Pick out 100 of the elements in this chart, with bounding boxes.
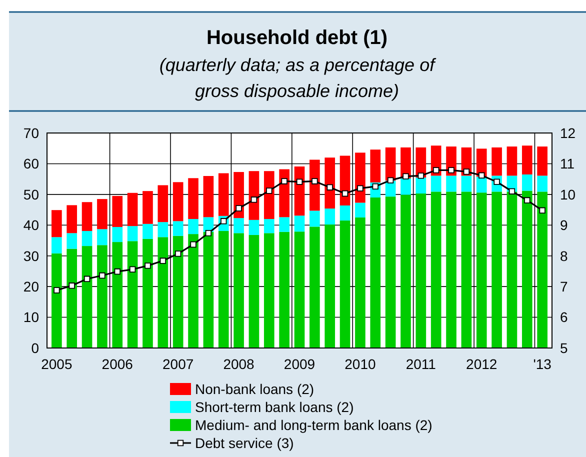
legend-label: Non-bank loans (2) xyxy=(195,380,314,397)
bar xyxy=(97,199,108,230)
point xyxy=(160,258,166,264)
bar xyxy=(355,152,366,203)
bar xyxy=(310,210,320,227)
bar xyxy=(294,232,305,348)
bar xyxy=(234,218,244,234)
point xyxy=(508,188,516,194)
bar xyxy=(248,171,260,220)
y2-tick-label: 12 xyxy=(560,124,576,141)
point xyxy=(144,262,151,269)
bar xyxy=(158,185,168,222)
x-tick-label: 2005 xyxy=(41,356,72,372)
bar xyxy=(537,192,548,348)
y2-tick-label: 6 xyxy=(560,309,568,326)
y-tick-label: 30 xyxy=(23,248,40,264)
point xyxy=(174,250,182,257)
bar xyxy=(476,176,487,193)
y-tick-label: 70 xyxy=(23,124,40,141)
y2-tick-label: 11 xyxy=(560,156,575,172)
bar xyxy=(218,230,229,348)
point xyxy=(326,184,333,190)
point xyxy=(54,287,60,294)
y2-tick-label: 5 xyxy=(560,340,568,356)
bar xyxy=(203,232,214,348)
bar xyxy=(264,233,274,348)
x-tick-label: 2012 xyxy=(466,356,498,372)
bar xyxy=(446,176,456,192)
point xyxy=(478,172,485,178)
y-tick-label: 0 xyxy=(31,340,40,356)
bar xyxy=(97,229,108,246)
bar xyxy=(142,224,153,239)
bar xyxy=(355,217,366,348)
bar xyxy=(82,202,92,231)
bar xyxy=(506,146,518,176)
point xyxy=(357,185,364,192)
point xyxy=(84,276,90,282)
bar xyxy=(385,196,396,348)
y-tick-label: 20 xyxy=(23,278,40,294)
bar xyxy=(310,160,320,211)
bar xyxy=(234,172,244,218)
bar xyxy=(52,253,62,348)
y-tick-label: 40 xyxy=(23,217,40,234)
point xyxy=(342,190,348,197)
bar xyxy=(522,146,532,174)
bar xyxy=(112,226,123,242)
bar xyxy=(218,173,229,216)
bar xyxy=(82,230,92,246)
x-tick-label: 2011 xyxy=(406,356,436,372)
bar xyxy=(127,192,138,226)
bar xyxy=(127,241,138,348)
bar xyxy=(142,191,153,224)
bar xyxy=(248,220,260,235)
bar xyxy=(234,233,244,348)
bar xyxy=(340,220,350,348)
bar xyxy=(52,210,62,238)
legend-label: Medium- and long-term bank loans (2) xyxy=(195,416,432,433)
point xyxy=(296,178,303,185)
y-tick-label: 50 xyxy=(23,186,40,202)
bar xyxy=(340,156,350,206)
x-tick-label: 2009 xyxy=(284,356,316,372)
point xyxy=(114,268,120,275)
bar xyxy=(324,224,336,348)
y-tick-label: 10 xyxy=(23,309,40,326)
bar xyxy=(324,208,336,225)
point xyxy=(432,167,440,174)
legend-label: Short-term bank loans (2) xyxy=(195,398,354,415)
x-tick-label: 2006 xyxy=(102,356,134,372)
point xyxy=(463,168,470,175)
bar xyxy=(172,236,184,348)
bar xyxy=(522,190,532,348)
bar xyxy=(416,178,426,194)
bar xyxy=(446,192,456,348)
bar xyxy=(264,219,274,234)
bar xyxy=(400,178,411,195)
bar xyxy=(52,237,62,254)
point xyxy=(190,241,196,248)
bar xyxy=(461,176,472,192)
x-tick-label: 2008 xyxy=(223,356,255,372)
bar xyxy=(264,171,274,219)
bar xyxy=(537,176,548,192)
bar xyxy=(461,192,472,348)
bar xyxy=(506,192,518,348)
point xyxy=(236,205,242,212)
bar xyxy=(294,166,305,216)
bar xyxy=(158,237,168,348)
bar xyxy=(66,248,78,348)
chart-title: Household debt (1) xyxy=(206,27,388,49)
bar xyxy=(294,216,305,232)
legend-label: Debt service (3) xyxy=(195,434,294,451)
chart-subtitle: (quarterly data; as a percentage of gross disposable income) xyxy=(159,55,437,101)
bar xyxy=(112,242,123,348)
point xyxy=(266,188,272,194)
bar xyxy=(522,174,532,191)
point xyxy=(281,178,288,184)
bar xyxy=(188,178,198,219)
bar xyxy=(172,221,184,236)
bar xyxy=(370,150,381,182)
point xyxy=(387,177,394,184)
x-tick-label: '13 xyxy=(533,356,552,372)
